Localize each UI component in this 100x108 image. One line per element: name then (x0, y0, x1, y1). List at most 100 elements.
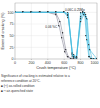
point-marker (47, 12, 48, 13)
point-marker (31, 12, 32, 13)
point-marker (96, 58, 97, 59)
point-marker (86, 35, 87, 36)
point-marker (55, 14, 56, 15)
point-marker (39, 12, 40, 13)
grid-line (47, 3, 48, 59)
point-marker (96, 58, 97, 59)
point-marker (55, 12, 56, 13)
point-marker (15, 12, 16, 13)
point-marker (87, 40, 88, 41)
tick-label: 50 (10, 34, 14, 38)
annotation: 0.06 %C (45, 25, 58, 29)
point-marker (76, 58, 77, 59)
point-marker (60, 21, 61, 22)
series-line (15, 12, 77, 59)
tick-label: 25 (10, 46, 14, 50)
grid-line (15, 35, 97, 36)
point-marker (47, 12, 48, 13)
point-marker (39, 12, 40, 13)
point-marker (59, 26, 60, 27)
point-marker (86, 16, 87, 17)
tick-label: 400 (45, 61, 51, 65)
point-marker (92, 58, 93, 59)
point-marker (73, 56, 74, 57)
point-marker (31, 12, 32, 13)
point-marker (23, 12, 24, 13)
point-marker (88, 44, 89, 45)
point-marker (39, 12, 40, 13)
point-marker (64, 51, 65, 52)
tick-label: 1000 (91, 61, 99, 65)
point-marker (76, 58, 77, 59)
point-marker (65, 49, 66, 50)
point-marker (92, 58, 93, 59)
point-marker (15, 12, 16, 13)
point-marker (67, 56, 68, 57)
point-marker (72, 58, 73, 59)
tick-label: 200 (28, 61, 34, 65)
point-marker (47, 12, 48, 13)
point-marker (72, 56, 73, 57)
point-marker (31, 12, 32, 13)
point-marker (93, 58, 94, 59)
point-marker (91, 58, 92, 59)
point-marker (23, 12, 24, 13)
point-marker (68, 56, 69, 57)
tick-label: 0 (14, 61, 16, 65)
point-marker (89, 56, 90, 57)
point-marker (76, 57, 77, 58)
point-marker (68, 13, 69, 14)
point-marker (15, 12, 16, 13)
point-marker (15, 12, 16, 13)
tick-label: 100 (8, 11, 14, 15)
point-marker (68, 16, 69, 17)
point-marker (39, 12, 40, 13)
grid-line (15, 47, 97, 48)
point-marker (39, 12, 40, 13)
point-marker (47, 12, 48, 13)
series-line (15, 12, 97, 59)
chart: 0255075100020040060080010000.06C-0.25Mo0… (0, 0, 100, 108)
point-marker (72, 54, 73, 55)
point-marker (55, 12, 56, 13)
point-marker (23, 12, 24, 13)
series-line (15, 12, 97, 59)
point-marker (73, 55, 74, 56)
tick-label: 75 (10, 22, 14, 26)
point-marker (55, 12, 56, 13)
point-marker (73, 57, 74, 58)
point-marker (73, 58, 74, 59)
point-marker (31, 12, 32, 13)
point-marker (85, 14, 86, 15)
point-marker (83, 13, 84, 14)
point-marker (23, 12, 24, 13)
plot-frame (15, 3, 97, 59)
point-marker (80, 13, 81, 14)
y-axis-label: Extent of cracking (%) (1, 12, 5, 50)
point-marker (88, 56, 89, 57)
point-marker (61, 37, 62, 38)
point-marker (96, 58, 97, 59)
point-marker (72, 55, 73, 56)
footnote: ■ □ air-quenched state (1, 89, 33, 93)
point-marker (15, 12, 16, 13)
grid-line (31, 3, 32, 59)
point-marker (87, 19, 88, 20)
series-line (15, 12, 74, 59)
point-marker (70, 58, 71, 59)
series-line (15, 12, 97, 59)
tick-label: 600 (61, 61, 67, 65)
point-marker (80, 16, 81, 17)
point-marker (76, 57, 77, 58)
point-marker (31, 12, 32, 13)
point-marker (84, 13, 85, 14)
point-marker (15, 12, 16, 13)
point-marker (23, 12, 24, 13)
point-marker (68, 14, 69, 15)
point-marker (83, 14, 84, 15)
point-marker (73, 56, 74, 57)
x-axis-label: Crush temperature (°C) (36, 66, 76, 70)
footnote: ■ (□) as-rolled condition (1, 84, 35, 88)
data-group (15, 12, 97, 59)
point-marker (72, 53, 73, 54)
